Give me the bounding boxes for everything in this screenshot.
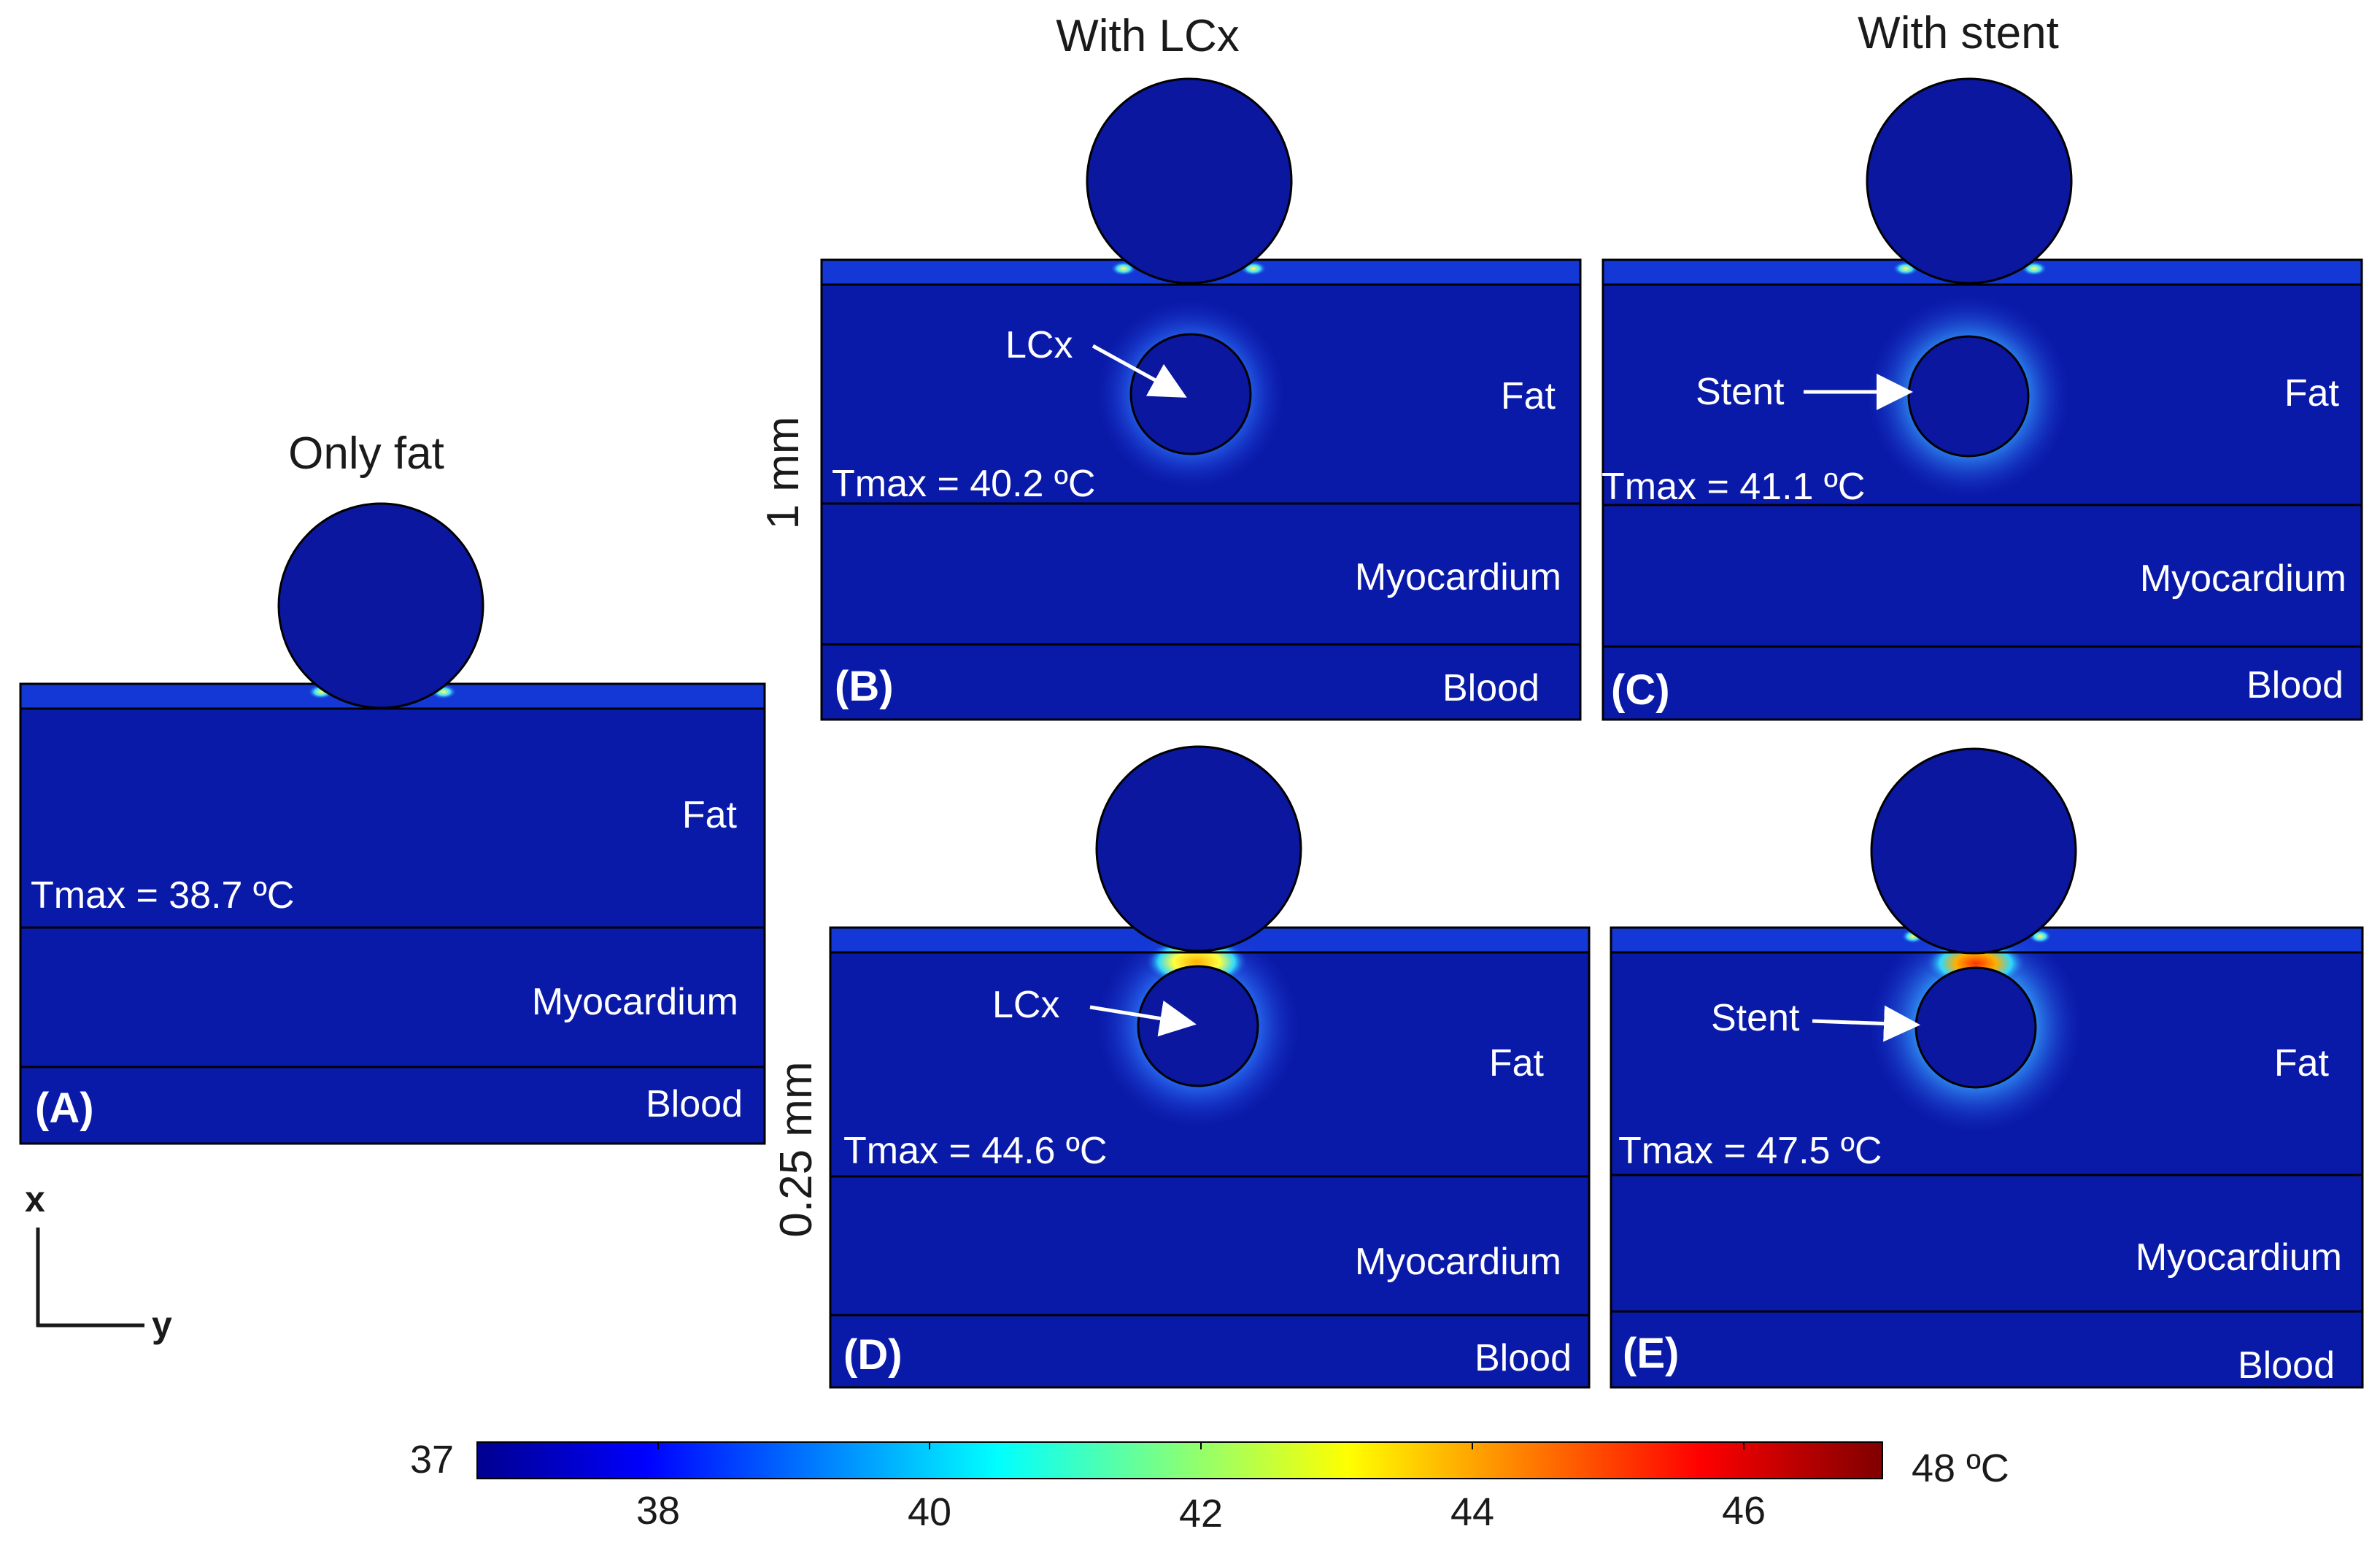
panel-label: (D) [843, 1331, 903, 1379]
column-title-with-lcx: With LCx [1056, 11, 1239, 61]
myocardium-label: Myocardium [532, 981, 738, 1023]
electrode [277, 502, 484, 709]
colorbar-tick-label: 44 [1450, 1490, 1494, 1534]
row-label-1mm: 1 mm [758, 417, 808, 530]
blood-label: Blood [1475, 1337, 1572, 1379]
blood-label: Blood [646, 1083, 743, 1125]
blood-label: Blood [1442, 667, 1539, 709]
tmax-label: Tmax = 47.5 ºC [1618, 1130, 1882, 1172]
electrode [1866, 77, 2073, 285]
vessel-label: Stent [1696, 371, 1785, 413]
column-title-only-fat: Only fat [288, 428, 444, 479]
axes-indicator: x y [25, 1179, 172, 1345]
stent [1907, 335, 2030, 458]
column-title-with-stent: With stent [1858, 8, 2059, 58]
stent [1915, 966, 2037, 1089]
colorbar-min-label: 37 [410, 1438, 454, 1482]
colorbar: 37 48 ºC 38 40 42 44 46 [410, 1438, 2009, 1536]
vessel-label: LCx [992, 984, 1059, 1026]
panel-label: (E) [1623, 1330, 1679, 1377]
vessel-arrow [1089, 1000, 1197, 1037]
colorbar-gradient [476, 1441, 1883, 1479]
fat-label: Fat [2284, 372, 2340, 415]
panel-d: LCx Fat Tmax = 44.6 ºC Myocardium Blood … [829, 745, 1591, 1389]
blood-label: Blood [2246, 664, 2344, 706]
tmax-label: Tmax = 44.6 ºC [843, 1130, 1107, 1172]
blood-label: Blood [2238, 1344, 2335, 1387]
colorbar-tick-label: 42 [1179, 1492, 1223, 1536]
x-axis-label: x [25, 1179, 45, 1220]
fat-label: Fat [1501, 375, 1556, 417]
fat-label: Fat [1489, 1042, 1545, 1084]
panel-c: With stent Stent Fat Tmax = 41.1 ºC Myoc… [1602, 8, 2363, 721]
tmax-label: Tmax = 41.1 ºC [1602, 466, 1865, 508]
panel-b: With LCx LCx Fat Tmax = 40.2 ºC Myocardi… [820, 11, 1582, 721]
panel-a: Only fat Fat Tmax = 38.7 ºC Myocardium B… [19, 428, 766, 1145]
vessel-arrow [1812, 1005, 1920, 1042]
tmax-label: Tmax = 38.7 ºC [31, 874, 294, 917]
panel-label: (C) [1611, 666, 1670, 714]
myocardium-label: Myocardium [1355, 556, 1561, 598]
colorbar-tick-label: 40 [908, 1490, 951, 1534]
electrode [1870, 747, 2077, 955]
vessel-lcx [1129, 333, 1252, 455]
vessel-label: Stent [1711, 997, 1800, 1039]
myocardium-label: Myocardium [2140, 558, 2346, 600]
myocardium-label: Myocardium [2136, 1236, 2342, 1279]
electrode [1095, 745, 1302, 952]
panel-e: Stent Fat Tmax = 47.5 ºC Myocardium Bloo… [1610, 747, 2364, 1389]
row-label-025mm: 0.25 mm [771, 1061, 822, 1237]
myocardium-label: Myocardium [1355, 1241, 1561, 1283]
panel-label: (B) [835, 663, 894, 710]
vessel-lcx [1137, 965, 1259, 1087]
fat-label: Fat [2274, 1042, 2330, 1084]
electrode [1086, 77, 1293, 285]
colorbar-tick-label: 38 [636, 1489, 680, 1533]
colorbar-max-label: 48 ºC [1912, 1446, 2009, 1490]
tmax-label: Tmax = 40.2 ºC [832, 463, 1095, 505]
y-axis-label: y [152, 1304, 172, 1345]
vessel-arrow [1092, 344, 1187, 398]
fat-label: Fat [682, 794, 738, 836]
panel-label: (A) [35, 1084, 94, 1132]
vessel-label: LCx [1005, 324, 1073, 366]
colorbar-tick-label: 46 [1722, 1489, 1766, 1533]
